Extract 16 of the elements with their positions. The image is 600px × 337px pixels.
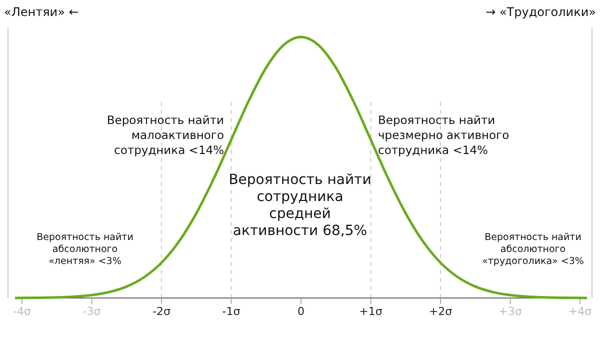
x-tick-label: +1σ xyxy=(359,304,382,318)
x-tick-label: +3σ xyxy=(498,304,522,318)
x-tick-label: +4σ xyxy=(568,304,592,318)
text: → «Трудоголики» xyxy=(486,5,596,19)
x-tick-label: -3σ xyxy=(82,304,101,318)
x-tick-label: +2σ xyxy=(428,304,452,318)
x-tick-label: -2σ xyxy=(152,304,170,318)
annotation: Вероятность найти абсолютного «трудоголика» <3% xyxy=(482,232,584,267)
annotation: Вероятность найти абсолютного «лентяя» <3% xyxy=(36,232,134,267)
annotation: Вероятность найти сотрудника средней активности 68,5% xyxy=(228,172,372,239)
x-tick-label: 0 xyxy=(298,304,304,318)
x-tick-label: -4σ xyxy=(13,304,31,318)
annotation: Вероятность найти малоактивного сотрудника <14% xyxy=(106,113,224,157)
annotation: Вероятность найти чрезмерно активного сотрудника <14% xyxy=(378,113,510,157)
x-tick-label: -1σ xyxy=(222,304,240,318)
text: «Лентяи» ← xyxy=(4,5,79,19)
